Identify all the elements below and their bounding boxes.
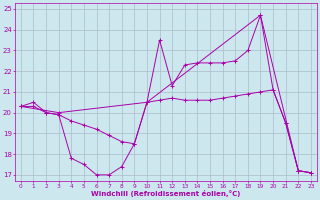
X-axis label: Windchill (Refroidissement éolien,°C): Windchill (Refroidissement éolien,°C) bbox=[91, 190, 241, 197]
